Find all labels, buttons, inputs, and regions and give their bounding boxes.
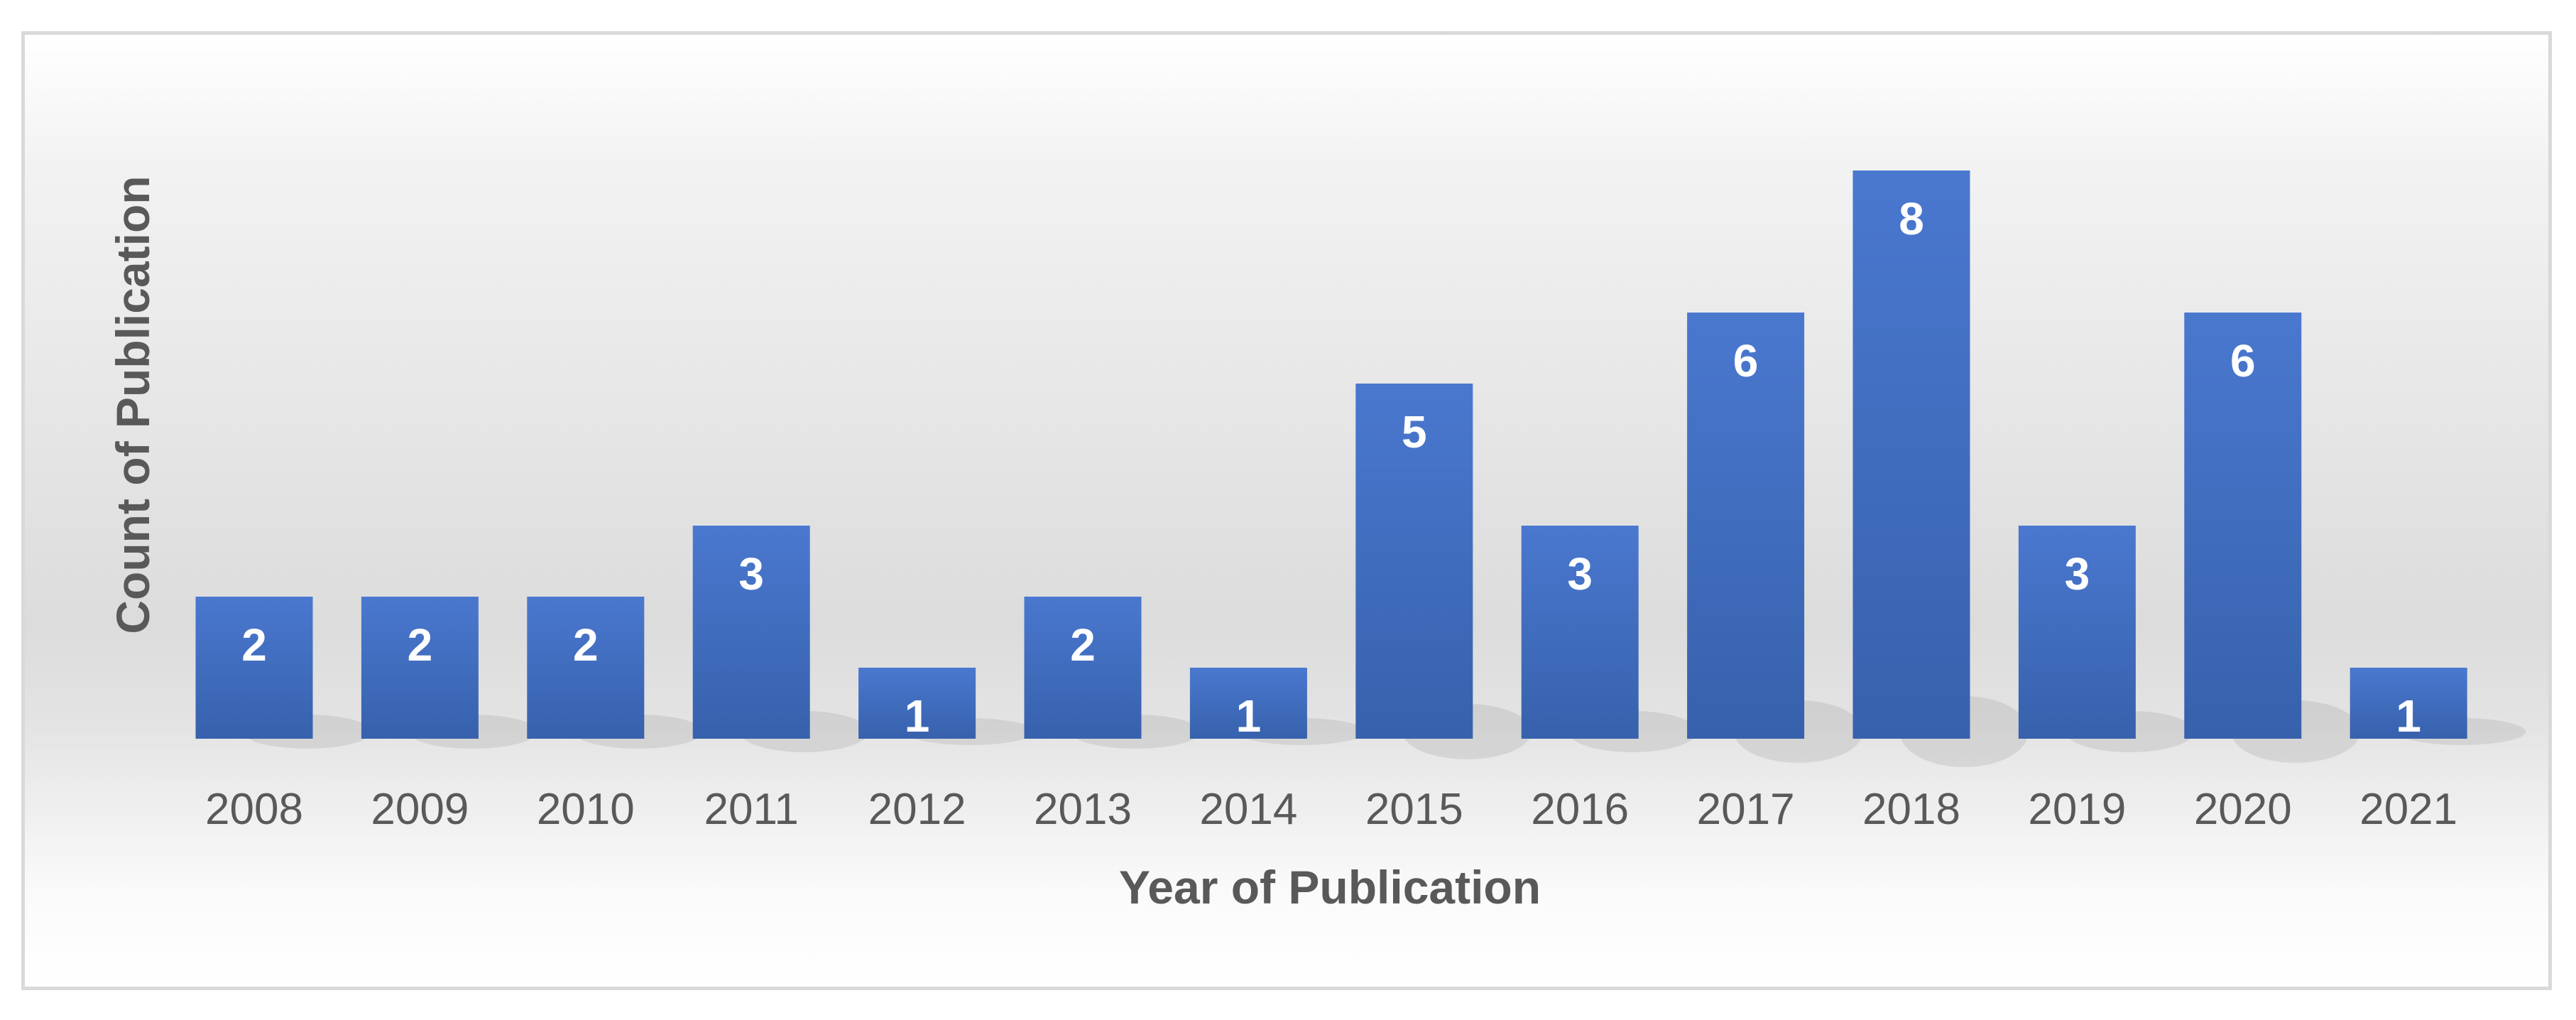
data-label-2015: 5 [1402, 406, 1427, 457]
bar-2021 [2349, 668, 2467, 739]
data-label-2018: 8 [1899, 193, 1924, 244]
x-tick-labels: 2008 2009 2010 2011 2012 2013 2014 2015 2016 2017… [205, 785, 2457, 834]
x-tick-2011: 2011 [704, 785, 799, 834]
data-label-2017: 6 [1733, 335, 1759, 386]
x-tick-2015: 2015 [1365, 785, 1463, 834]
data-label-2010: 2 [573, 619, 599, 671]
x-tick-2010: 2010 [537, 785, 635, 834]
bar-2014 [1189, 668, 1307, 739]
data-label-2008: 2 [241, 619, 267, 671]
x-tick-2016: 2016 [1531, 785, 1629, 834]
data-label-2019: 3 [2065, 548, 2090, 599]
bar-2010 [527, 597, 645, 739]
data-label-2021: 1 [2396, 690, 2421, 742]
bar-2013 [1024, 597, 1142, 739]
data-label-2009: 2 [408, 619, 433, 671]
data-label-2014: 1 [1236, 690, 1262, 742]
bar-2016 [1521, 526, 1639, 739]
x-tick-2019: 2019 [2028, 785, 2126, 834]
x-tick-2013: 2013 [1034, 785, 1132, 834]
bar-2009 [361, 597, 479, 739]
bar-2012 [858, 668, 976, 739]
x-tick-2014: 2014 [1199, 785, 1297, 834]
bar-2018 [1852, 170, 1970, 739]
bars-group: 2 2 2 3 1 2 1 5 3 6 8 3 6 1 [195, 170, 2526, 767]
data-label-2020: 6 [2230, 335, 2256, 386]
bar-2015 [1355, 384, 1473, 739]
bar-2019 [2018, 526, 2136, 739]
y-axis-label: Count of Publication [107, 175, 159, 634]
x-tick-2020: 2020 [2194, 785, 2292, 834]
data-label-2011: 3 [738, 548, 764, 599]
x-tick-2009: 2009 [371, 785, 469, 834]
bar-2011 [692, 526, 810, 739]
x-tick-2008: 2008 [205, 785, 303, 834]
chart-frame [21, 31, 2552, 990]
x-tick-2017: 2017 [1697, 785, 1795, 834]
data-label-2013: 2 [1070, 619, 1096, 671]
data-label-2012: 1 [905, 690, 930, 742]
data-label-2016: 3 [1567, 548, 1593, 599]
x-axis-label: Year of Publication [1119, 861, 1541, 913]
bar-2017 [1687, 313, 1805, 739]
x-tick-2018: 2018 [1862, 785, 1960, 834]
x-tick-2021: 2021 [2359, 785, 2457, 834]
x-tick-2012: 2012 [868, 785, 966, 834]
bar-2008 [195, 597, 313, 739]
bar-2020 [2184, 313, 2302, 739]
